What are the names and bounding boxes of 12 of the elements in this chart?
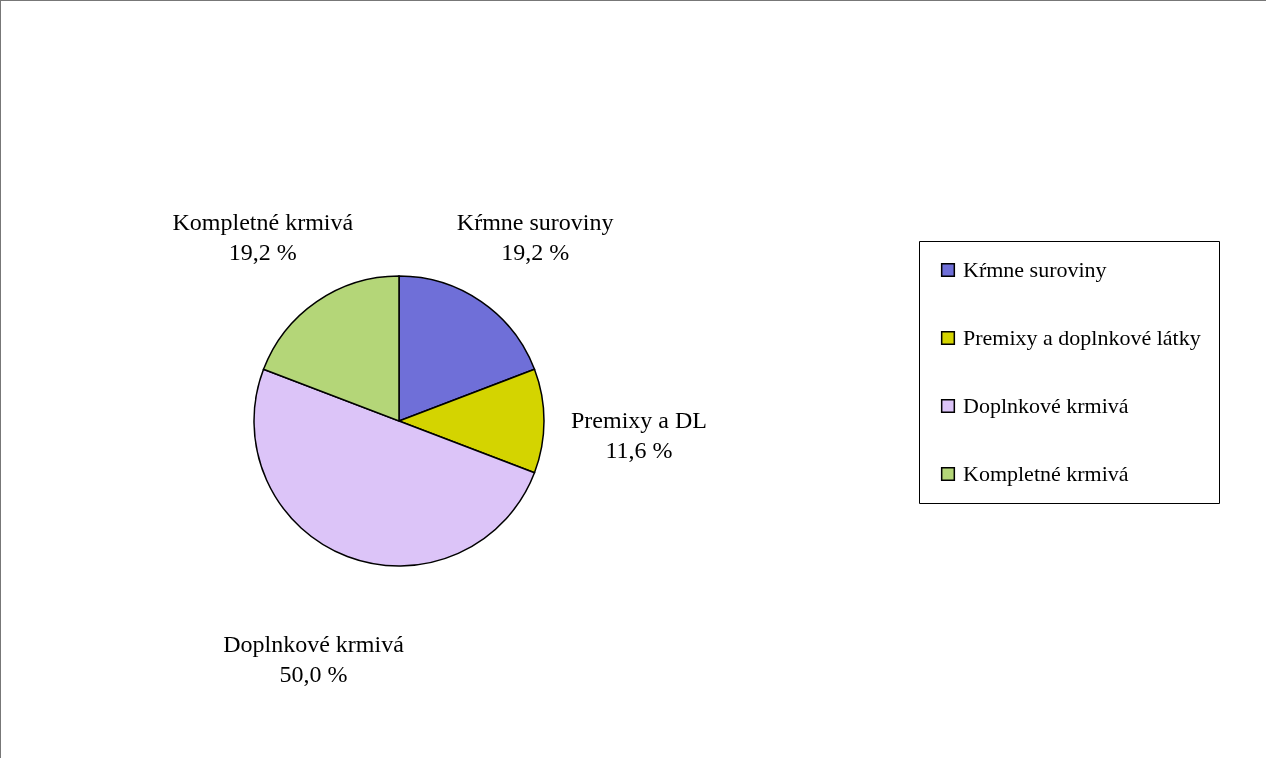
text: Kompletné krmivá: [172, 209, 354, 236]
text: Doplnkové krmivá: [223, 631, 405, 658]
legend-label: Kompletné krmivá: [963, 461, 1129, 486]
legend-label: Premixy a doplnkové látky: [963, 325, 1201, 350]
data-label: 19,2 %: [501, 239, 570, 266]
legend-label: Doplnkové krmivá: [963, 393, 1129, 418]
text: Kŕmne suroviny: [456, 209, 614, 236]
data-label: 19,2 %: [228, 239, 297, 266]
data-label: 50,0 %: [279, 661, 348, 688]
text: Premixy a DL: [571, 407, 707, 433]
legend-label: Kŕmne suroviny: [963, 257, 1107, 282]
data-label: 11,6 %: [605, 437, 673, 463]
